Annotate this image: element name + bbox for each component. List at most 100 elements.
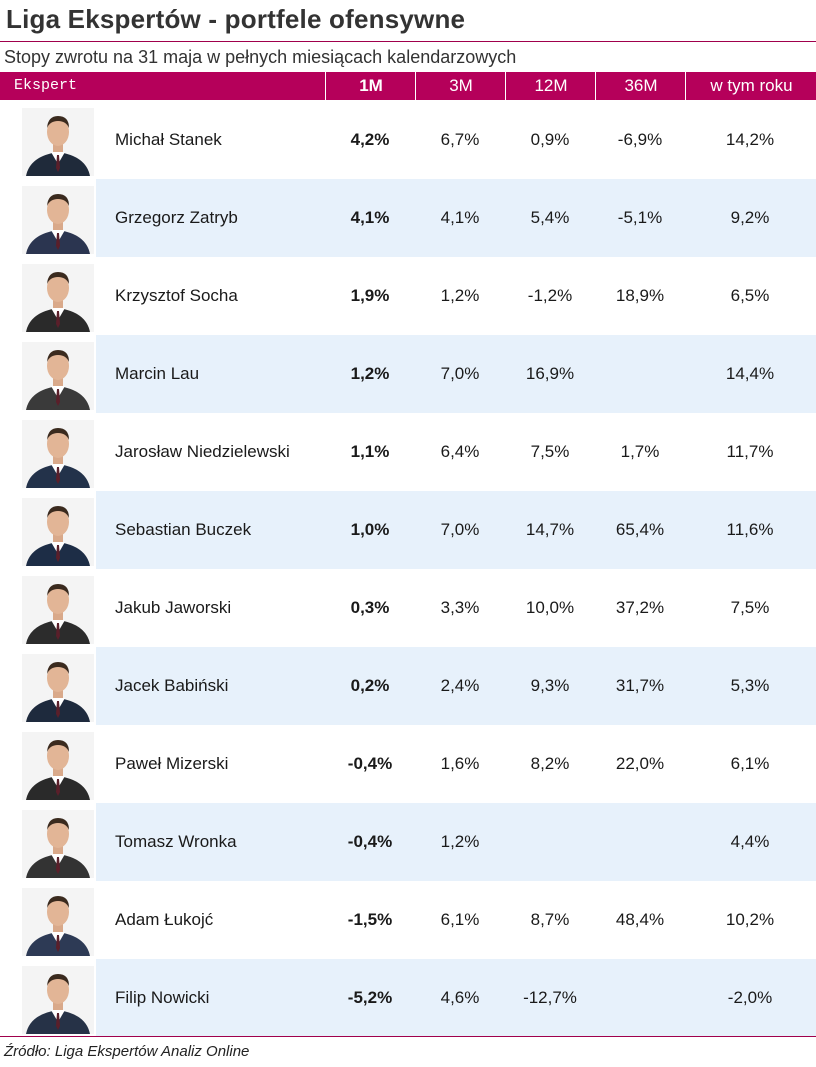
cell-36m [595,959,685,1037]
expert-name: Krzysztof Socha [115,286,238,305]
cell-36m: -6,9% [617,130,663,149]
cell-12m: 8,7% [530,910,570,929]
cell-ytd: 10,2% [725,910,775,929]
cell-36m: 1,7% [620,442,660,461]
cell-12m: 7,5% [530,442,570,461]
row-background [96,725,816,803]
row-background [96,569,816,647]
cell-3m: 3,3% [440,598,480,617]
cell-3m: 7,0% [440,364,480,383]
cell-ytd: 14,4% [725,364,775,383]
expert-photo [22,186,94,254]
table-header: Ekspert 1M 3M 12M 36M w tym roku [0,72,816,100]
expert-name: Sebastian Buczek [115,520,252,539]
cell-12m: -12,7% [523,988,577,1007]
cell-1m: 1,1% [350,442,390,461]
cell-12m: 10,0% [525,598,575,617]
table-row: Jacek Babiński 0,2% 2,4% 9,3% 31,7% 5,3% [0,647,816,725]
cell-1m: 1,0% [350,520,390,539]
cell-3m: 1,2% [440,832,480,851]
header-ekspert: Ekspert [14,77,78,94]
cell-12m [505,803,595,881]
row-background [96,803,816,881]
cell-1m: 0,3% [350,598,390,617]
cell-ytd: 6,1% [730,754,770,773]
table-body: Michał Stanek 4,2% 6,7% 0,9% -6,9% 14,2% Grzeg… [0,101,816,1037]
table-row: Jarosław Niedzielewski 1,1% 6,4% 7,5% 1,7% 11… [0,413,816,491]
cell-3m: 2,4% [440,676,480,695]
table-row: Michał Stanek 4,2% 6,7% 0,9% -6,9% 14,2% [0,101,816,179]
expert-name: Grzegorz Zatryb [115,208,238,227]
cell-1m: 4,1% [350,208,390,227]
expert-photo [22,420,94,488]
expert-photo [22,888,94,956]
cell-1m: -0,4% [347,832,393,851]
expert-name: Jacek Babiński [115,676,229,695]
cell-ytd: 6,5% [730,286,770,305]
cell-36m: 65,4% [615,520,665,539]
expert-name: Michał Stanek [115,130,222,149]
cell-12m: 5,4% [530,208,570,227]
cell-36m: 31,7% [615,676,665,695]
expert-photo [22,966,94,1034]
cell-36m: 22,0% [615,754,665,773]
cell-ytd: 11,6% [726,520,774,539]
header-12m: 12M [505,72,596,100]
cell-3m: 1,6% [440,754,480,773]
page-subtitle: Stopy zwrotu na 31 maja w pełnych miesią… [4,47,517,67]
expert-photo [22,576,94,644]
expert-name: Tomasz Wronka [115,832,237,851]
cell-ytd: 9,2% [730,208,770,227]
source-note: Źródło: Liga Ekspertów Analiz Online [4,1043,250,1060]
row-background [96,101,816,179]
cell-1m: -1,5% [347,910,393,929]
expert-name: Marcin Lau [115,364,200,383]
table-row: Filip Nowicki -5,2% 4,6% -12,7% -2,0% [0,959,816,1037]
cell-1m: 4,2% [350,130,390,149]
header-ytd: w tym roku [685,72,816,100]
cell-12m: 14,7% [525,520,575,539]
title-divider [0,41,816,42]
cell-3m: 6,4% [440,442,480,461]
cell-36m [595,335,685,413]
cell-36m: -5,1% [617,208,663,227]
cell-1m: 1,2% [350,364,390,383]
cell-3m: 1,2% [440,286,480,305]
footer-divider [0,1036,816,1037]
expert-photo [22,810,94,878]
cell-1m: -5,2% [347,988,393,1007]
expert-name: Jarosław Niedzielewski [115,442,290,461]
expert-photo [22,108,94,176]
expert-name: Adam Łukojć [115,910,214,929]
cell-36m: 37,2% [615,598,665,617]
cell-ytd: -2,0% [727,988,773,1007]
cell-1m: 1,9% [350,286,390,305]
row-background [96,335,816,413]
expert-photo [22,654,94,722]
row-background [96,491,816,569]
table-row: Krzysztof Socha 1,9% 1,2% -1,2% 18,9% 6,5% [0,257,816,335]
expert-name: Jakub Jaworski [115,598,232,617]
table-row: Grzegorz Zatryb 4,1% 4,1% 5,4% -5,1% 9,2% [0,179,816,257]
table-row: Marcin Lau 1,2% 7,0% 16,9% 14,4% [0,335,816,413]
row-background [96,179,816,257]
row-background [96,647,816,725]
table-row: Tomasz Wronka -0,4% 1,2% 4,4% [0,803,816,881]
table-row: Paweł Mizerski -0,4% 1,6% 8,2% 22,0% 6,1% [0,725,816,803]
cell-3m: 6,1% [440,910,480,929]
table-row: Adam Łukojć -1,5% 6,1% 8,7% 48,4% 10,2% [0,881,816,959]
expert-name: Paweł Mizerski [115,754,229,773]
cell-36m [595,803,685,881]
cell-1m: -0,4% [347,754,393,773]
expert-photo [22,732,94,800]
cell-12m: 16,9% [525,364,575,383]
cell-ytd: 14,2% [725,130,775,149]
header-3m: 3M [415,72,506,100]
cell-ytd: 5,3% [730,676,770,695]
expert-photo [22,342,94,410]
expert-name: Filip Nowicki [115,988,210,1007]
cell-ytd: 11,7% [726,442,774,461]
cell-3m: 7,0% [440,520,480,539]
cell-12m: -1,2% [527,286,573,305]
row-background [96,413,816,491]
